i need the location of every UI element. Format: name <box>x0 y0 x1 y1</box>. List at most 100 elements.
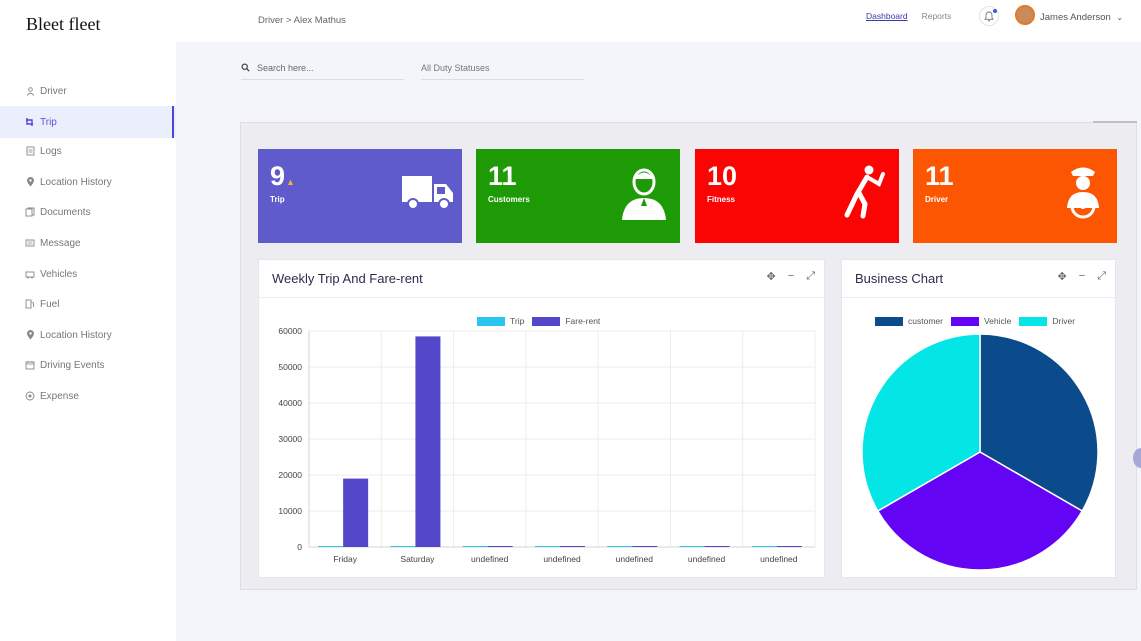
x-tick-label: undefined <box>471 554 509 564</box>
search-input[interactable] <box>257 62 387 73</box>
stat-card-driver[interactable]: 11 Driver <box>913 149 1117 243</box>
expand-icon[interactable]: ⤢ <box>1097 270 1106 282</box>
bell-icon <box>984 11 994 21</box>
top-bar: Driver > Alex Mathus Dashboard Reports J… <box>176 0 1141 42</box>
panel-divider <box>842 297 1115 298</box>
stat-value: 10 <box>707 161 738 191</box>
legend-item-customer[interactable]: customer <box>875 316 943 327</box>
sidebar-item-label: Driving Events <box>40 359 105 371</box>
notification-button[interactable] <box>979 6 999 26</box>
sidebar-item-location-history[interactable]: Location History <box>0 320 176 351</box>
sidebar-item-trip[interactable]: Trip <box>0 106 176 138</box>
bar-trip[interactable] <box>390 546 416 547</box>
expand-icon[interactable]: ⤢ <box>806 270 815 282</box>
panel-tools: ✥ − ⤢ <box>1058 270 1106 283</box>
stat-card-fitness[interactable]: 10 Fitness <box>695 149 899 243</box>
sidebar-item-documents[interactable]: Documents <box>0 197 176 228</box>
bar-fare-rent[interactable] <box>343 478 369 547</box>
sidebar-item-label: Vehicles <box>40 268 78 280</box>
top-nav: Dashboard Reports <box>866 11 951 21</box>
stat-label: Fitness <box>707 195 736 204</box>
bar-fare-rent[interactable] <box>415 336 441 547</box>
sidebar-item-label: Documents <box>40 206 91 218</box>
sidebar-item-driving-events[interactable]: Driving Events <box>0 350 176 381</box>
sidebar: Bleet fleet Driver Trip Logs Location Histo… <box>0 0 176 641</box>
x-tick-label: undefined <box>616 554 654 564</box>
sidebar-item-label: Location History <box>40 176 112 188</box>
breadcrumb: Driver > Alex Mathus <box>258 15 346 26</box>
x-tick-label: Saturday <box>400 554 435 564</box>
sidebar-item-message[interactable]: Message <box>0 228 176 259</box>
user-menu[interactable]: James Anderson ⌄ <box>1040 12 1123 23</box>
business-chart-panel: Business Chart ✥ − ⤢ customer Vehicle Dr… <box>841 259 1116 578</box>
map-pin-icon <box>25 177 35 187</box>
search-icon <box>241 63 250 72</box>
bar-fare-rent[interactable] <box>632 546 658 547</box>
weekly-chart-panel: Weekly Trip And Fare-rent ✥ − ⤢ Trip Far… <box>258 259 825 578</box>
sidebar-item-driver[interactable]: Driver <box>0 76 176 107</box>
bar-fare-rent[interactable] <box>560 546 585 547</box>
map-pin-icon <box>25 330 35 340</box>
avatar[interactable] <box>1015 5 1035 25</box>
sidebar-item-label: Driver <box>40 85 67 97</box>
legend-item-vehicle[interactable]: Vehicle <box>950 316 1011 327</box>
sidebar-item-vehicles[interactable]: Vehicles <box>0 259 176 290</box>
y-tick-label: 60000 <box>278 326 302 336</box>
message-icon <box>25 238 35 248</box>
pie-chart <box>861 333 1099 571</box>
bar-fare-rent[interactable] <box>776 546 802 547</box>
nav-link-reports[interactable]: Reports <box>921 11 952 21</box>
search-bar <box>241 56 404 80</box>
y-tick-label: 40000 <box>278 398 302 408</box>
documents-icon <box>25 207 35 217</box>
sidebar-item-label: Expense <box>40 390 79 402</box>
move-icon[interactable]: ✥ <box>766 271 776 283</box>
expense-icon <box>25 391 35 401</box>
fuel-icon <box>25 299 35 309</box>
pie-slice-customer[interactable] <box>979 333 1099 513</box>
stat-card-customers[interactable]: 11 Customers <box>476 149 680 243</box>
y-tick-label: 0 <box>297 542 302 552</box>
legend-item-driver[interactable]: Driver <box>1019 316 1075 327</box>
panel-title: Weekly Trip And Fare-rent <box>272 271 423 286</box>
driver-icon <box>1067 167 1099 219</box>
side-scroll-handle[interactable] <box>1133 448 1141 468</box>
brand-logo[interactable]: Bleet fleet <box>26 14 101 34</box>
x-tick-label: Friday <box>333 554 357 564</box>
nav-link-dashboard[interactable]: Dashboard <box>866 11 908 21</box>
trip-icon <box>25 117 35 127</box>
fitness-icon <box>844 165 885 219</box>
bar-fare-rent[interactable] <box>704 546 730 547</box>
user-name: James Anderson <box>1040 12 1111 23</box>
minimize-icon[interactable]: − <box>787 270 795 282</box>
sidebar-item-location-history[interactable]: Location History <box>0 167 176 198</box>
sidebar-item-label: Location History <box>40 329 112 341</box>
stat-card-trip[interactable]: 9▲ Trip <box>258 149 462 243</box>
stat-label: Driver <box>925 195 949 204</box>
legend-item-fare-rent[interactable]: Fare-rent <box>532 316 600 327</box>
truck-icon <box>402 176 453 210</box>
sidebar-item-expense[interactable]: Expense <box>0 381 176 412</box>
bar-trip[interactable] <box>535 546 560 547</box>
chevron-down-icon: ⌄ <box>1116 13 1124 22</box>
bar-trip[interactable] <box>751 546 777 547</box>
pie-slice-driver[interactable] <box>861 333 981 513</box>
bar-chart: 0 10000 20000 30000 40000 50000 60000 Friday Sat… <box>278 326 816 564</box>
calendar-icon <box>25 360 35 370</box>
logs-icon <box>25 146 35 156</box>
bar-trip[interactable] <box>318 546 344 547</box>
move-icon[interactable]: ✥ <box>1057 271 1067 283</box>
bar-trip[interactable] <box>679 546 705 547</box>
warning-icon: ▲ <box>286 177 295 187</box>
bar-trip[interactable] <box>462 546 488 547</box>
pie-legend: customer Vehicle Driver <box>875 316 1075 327</box>
sidebar-item-label: Message <box>40 237 81 249</box>
bar-trip[interactable] <box>607 546 633 547</box>
sidebar-item-fuel[interactable]: Fuel <box>0 289 176 320</box>
bar-fare-rent[interactable] <box>487 546 513 547</box>
legend-item-trip[interactable]: Trip <box>477 316 524 327</box>
sidebar-item-label: Logs <box>40 145 62 157</box>
minimize-icon[interactable]: − <box>1078 270 1086 282</box>
duty-status-select[interactable]: All Duty Statuses <box>421 56 584 80</box>
sidebar-item-logs[interactable]: Logs <box>0 136 176 167</box>
